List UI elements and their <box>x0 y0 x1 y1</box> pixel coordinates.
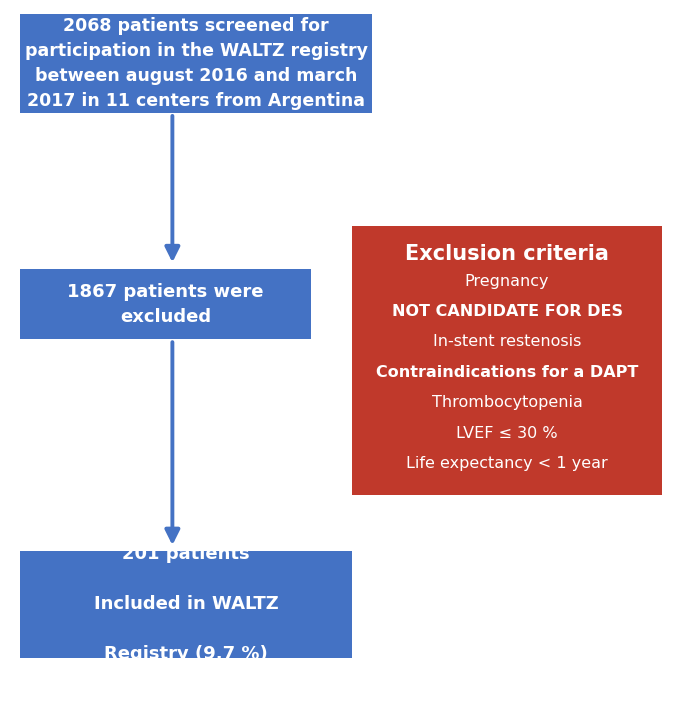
Text: In-stent restenosis: In-stent restenosis <box>433 334 581 349</box>
Text: Contraindications for a DAPT: Contraindications for a DAPT <box>376 365 638 380</box>
Text: 2068 patients screened for
participation in the WALTZ registry
between august 20: 2068 patients screened for participation… <box>24 17 368 110</box>
FancyBboxPatch shape <box>352 226 662 495</box>
Text: Pregnancy: Pregnancy <box>465 274 549 288</box>
FancyBboxPatch shape <box>20 269 311 339</box>
Text: 201 patients

Included in WALTZ

Registry (9.7 %): 201 patients Included in WALTZ Registry … <box>93 546 279 663</box>
Text: 1867 patients were
excluded: 1867 patients were excluded <box>68 283 264 325</box>
FancyBboxPatch shape <box>20 551 352 658</box>
Text: Exclusion criteria: Exclusion criteria <box>405 244 609 264</box>
FancyBboxPatch shape <box>20 14 372 113</box>
Text: LVEF ≤ 30 %: LVEF ≤ 30 % <box>456 426 558 440</box>
Text: NOT CANDIDATE FOR DES: NOT CANDIDATE FOR DES <box>391 304 623 319</box>
Text: Life expectancy < 1 year: Life expectancy < 1 year <box>406 456 608 471</box>
Text: Thrombocytopenia: Thrombocytopenia <box>431 395 583 410</box>
